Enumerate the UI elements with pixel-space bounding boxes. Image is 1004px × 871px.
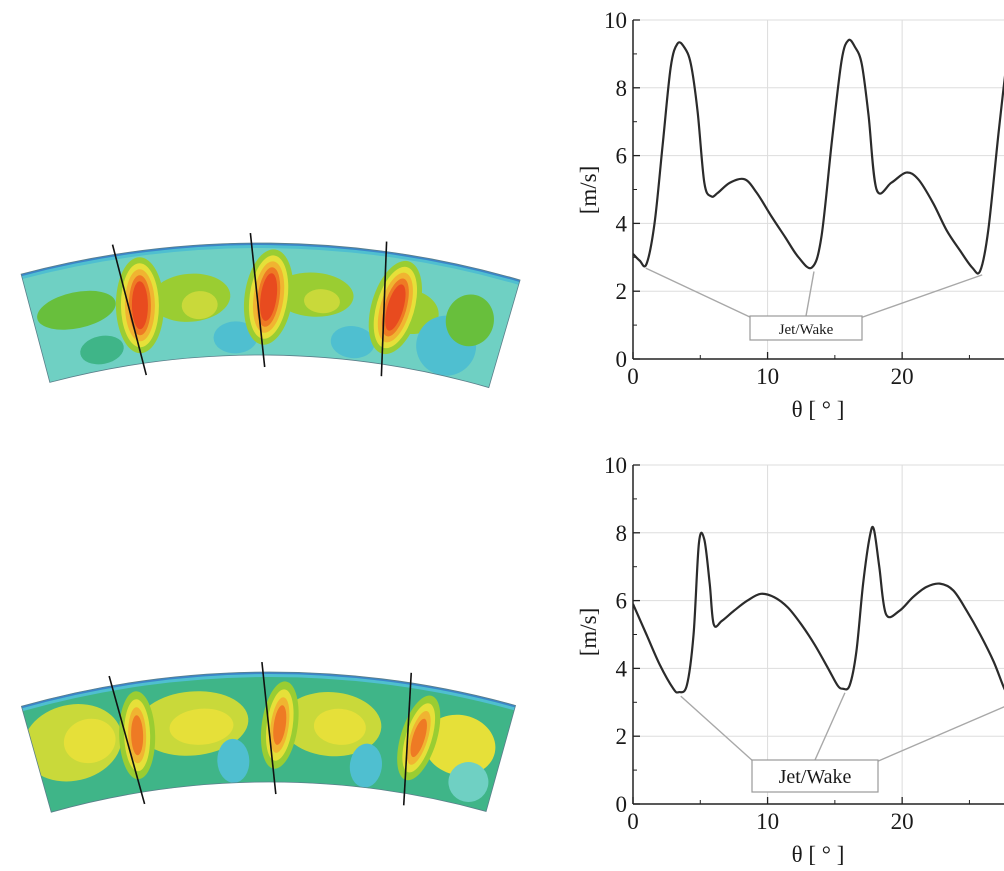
x-tick-label: 10 bbox=[756, 809, 779, 834]
x-axis-label-bottom: θ [ ° ] bbox=[792, 842, 845, 866]
y-tick-label: 4 bbox=[616, 211, 628, 236]
jet-wake-label-bottom: Jet/Wake bbox=[779, 766, 852, 788]
blade-line bbox=[261, 661, 277, 795]
contour-cell bbox=[37, 290, 116, 330]
y-tick-label: 4 bbox=[616, 656, 628, 681]
contour-outline bbox=[20, 242, 521, 389]
contour-cell bbox=[445, 294, 494, 347]
velocity-curve-bottom bbox=[633, 525, 1004, 694]
jet-wake-leader-line bbox=[859, 274, 983, 319]
x-tick-label: 0 bbox=[627, 809, 639, 834]
y-tick-label: 0 bbox=[616, 347, 628, 372]
contour-cell bbox=[80, 335, 124, 365]
contour-cell bbox=[181, 291, 218, 320]
jet-wake-leaders-bottom bbox=[680, 692, 1004, 763]
contour-cell bbox=[423, 714, 496, 776]
x-tick-labels-top: 0102030 bbox=[627, 364, 914, 389]
jet-wake-leader-line bbox=[805, 271, 815, 317]
y-tick-label: 10 bbox=[604, 453, 627, 478]
jet-wake-leader-line bbox=[814, 692, 846, 761]
jet-wake-leader-line bbox=[875, 706, 1004, 763]
y-tick-label: 10 bbox=[604, 8, 627, 33]
contour-cell bbox=[330, 326, 375, 359]
jet-wake-box-top bbox=[749, 315, 863, 341]
y-tick-label: 6 bbox=[616, 589, 628, 614]
contour-hot-spot bbox=[131, 715, 144, 756]
blade-line bbox=[402, 672, 413, 806]
x-axis-label-top: θ [ ° ] bbox=[792, 397, 845, 422]
y-tick-label: 8 bbox=[616, 521, 628, 546]
x-tick-label: 0 bbox=[627, 364, 639, 389]
jet-wake-box-bottom bbox=[751, 759, 879, 793]
contour-outline bbox=[20, 671, 517, 813]
blade-line bbox=[108, 675, 146, 805]
y-tick-label: 2 bbox=[616, 279, 628, 304]
x-tick-label: 10 bbox=[756, 364, 779, 389]
y-tick-label: 8 bbox=[616, 76, 628, 101]
ticks-top bbox=[632, 19, 970, 360]
contour-plot-top bbox=[20, 232, 521, 389]
ticks-bottom bbox=[632, 464, 970, 805]
y-tick-label: 6 bbox=[616, 144, 628, 169]
velocity-curve-top bbox=[633, 38, 1004, 275]
x-tick-label: 20 bbox=[891, 364, 914, 389]
x-tick-label: 20 bbox=[891, 809, 914, 834]
contour-cell bbox=[169, 708, 234, 745]
contour-body bbox=[21, 242, 521, 388]
jet-wake-leader-line bbox=[645, 267, 753, 319]
blade-line bbox=[111, 244, 148, 376]
y-tick-label: 2 bbox=[616, 724, 628, 749]
jet-wake-leaders-top bbox=[645, 267, 983, 319]
contour-hot-spot bbox=[260, 273, 278, 321]
x-tick-labels-bottom: 0102030 bbox=[627, 809, 914, 834]
jet-wake-leader-line bbox=[680, 695, 755, 763]
y-tick-labels-top: 0 2 4 6 8 10 bbox=[604, 8, 628, 372]
y-tick-label: 0 bbox=[616, 792, 628, 817]
jet-wake-label-top: Jet/Wake bbox=[779, 322, 834, 338]
contour-cell bbox=[213, 321, 258, 354]
contour-cell bbox=[313, 708, 366, 745]
y-tick-labels-bottom: 0 2 4 6 8 10 bbox=[604, 453, 628, 817]
contour-hot-spot bbox=[385, 284, 406, 331]
contour-cell bbox=[63, 718, 116, 764]
contour-hot-spot bbox=[131, 281, 148, 330]
contour-plot-bottom bbox=[20, 661, 517, 813]
blade-line bbox=[249, 232, 266, 368]
blade-line bbox=[380, 241, 388, 377]
contour-hot-spot bbox=[410, 718, 427, 758]
contour-cell bbox=[448, 762, 489, 803]
grid-top bbox=[633, 19, 1004, 359]
y-axis-label-top: [m/s] bbox=[576, 166, 601, 215]
contour-cell bbox=[303, 289, 340, 314]
contour-hot-spot bbox=[273, 705, 287, 745]
contour-cell bbox=[349, 743, 382, 788]
contour-cell bbox=[217, 738, 250, 783]
y-axis-label-bottom: [m/s] bbox=[576, 608, 601, 657]
